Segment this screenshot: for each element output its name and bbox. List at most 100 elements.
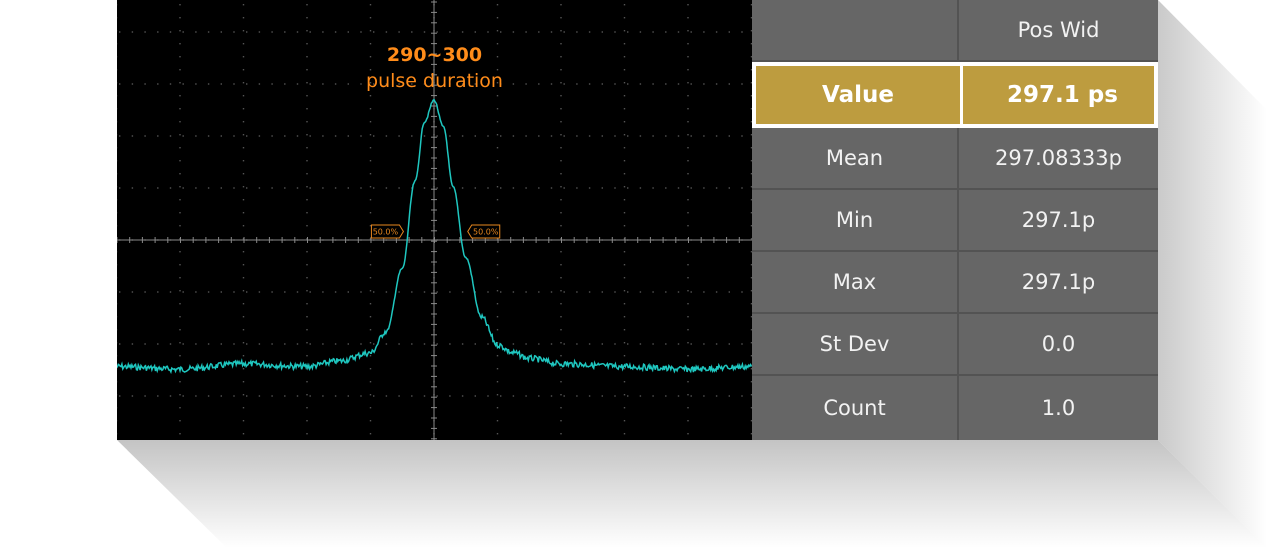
grid-dot bbox=[306, 433, 308, 435]
grid-dot bbox=[665, 83, 667, 85]
grid-dot bbox=[496, 43, 499, 45]
grid-dot bbox=[157, 343, 159, 345]
grid-dot bbox=[369, 108, 372, 110]
grid-dot bbox=[169, 291, 172, 293]
grid-dot bbox=[687, 69, 689, 71]
grid-dot bbox=[623, 212, 626, 214]
grid-dot bbox=[306, 355, 308, 357]
marker-box bbox=[370, 224, 405, 239]
grid-dot bbox=[284, 395, 286, 397]
grid-dot bbox=[322, 187, 324, 189]
grid-dot bbox=[411, 187, 413, 189]
grid-dot bbox=[576, 31, 578, 33]
table-row-max: Max 297.1p bbox=[752, 252, 1158, 314]
grid-dot bbox=[623, 303, 626, 305]
grid-dot bbox=[309, 135, 311, 137]
grid-dot bbox=[369, 368, 372, 370]
grid-dot bbox=[306, 69, 308, 71]
grid-dot bbox=[246, 135, 248, 137]
grid-dot bbox=[449, 187, 451, 189]
grid-dot bbox=[369, 225, 372, 227]
grid-dot bbox=[741, 395, 743, 397]
grid-dot bbox=[639, 395, 642, 397]
grid-dot bbox=[487, 291, 489, 293]
grid-dot bbox=[703, 291, 705, 293]
grid-dot bbox=[563, 291, 565, 293]
grid-dot bbox=[306, 108, 308, 110]
grid-dot bbox=[560, 160, 562, 162]
grid-dot bbox=[169, 343, 172, 345]
grid-dot bbox=[750, 95, 752, 97]
grid-dot bbox=[687, 355, 689, 357]
grid-dot bbox=[385, 83, 388, 85]
grid-dot bbox=[512, 83, 515, 85]
grid-dot bbox=[423, 187, 426, 189]
grid-dot bbox=[296, 31, 299, 33]
grid-dot bbox=[560, 329, 562, 331]
grid-dot bbox=[271, 83, 273, 85]
grid-dot bbox=[322, 31, 324, 33]
grid-dot bbox=[623, 69, 626, 71]
grid-dot bbox=[687, 290, 689, 292]
grid-dot bbox=[550, 395, 553, 397]
row-value: 0.0 bbox=[1041, 332, 1076, 356]
grid-dot bbox=[242, 290, 245, 292]
grid-dot bbox=[623, 251, 626, 253]
grid-dot bbox=[690, 31, 692, 33]
grid-dot bbox=[207, 31, 210, 33]
grid-dot bbox=[398, 187, 400, 189]
waveform-plot: 50.0% 50.0% bbox=[117, 0, 752, 440]
grid-dot bbox=[665, 187, 667, 189]
grid-dot bbox=[652, 31, 654, 33]
grid-dot bbox=[500, 135, 502, 137]
grid-dot bbox=[373, 343, 375, 345]
grid-dot bbox=[550, 187, 553, 189]
grid-dot bbox=[306, 56, 308, 58]
grid-dot bbox=[715, 83, 718, 85]
grid-dot bbox=[369, 290, 372, 292]
grid-dot bbox=[334, 83, 337, 85]
grid-dot bbox=[614, 395, 616, 397]
grid-dot bbox=[306, 225, 308, 227]
grid-dot bbox=[560, 290, 562, 292]
grid-dot bbox=[179, 82, 181, 84]
grid-dot bbox=[623, 381, 626, 383]
grid-dot bbox=[677, 135, 680, 137]
grid-dot bbox=[687, 82, 689, 84]
grid-dot bbox=[360, 187, 362, 189]
grid-dot bbox=[627, 135, 629, 137]
grid-dot bbox=[627, 291, 629, 293]
grid-dot bbox=[369, 433, 372, 435]
grid-dot bbox=[576, 83, 578, 85]
grid-dot bbox=[246, 343, 248, 345]
grid-dot bbox=[242, 381, 245, 383]
grid-dot bbox=[750, 264, 752, 266]
grid-dot bbox=[423, 343, 426, 345]
grid-dot bbox=[242, 342, 245, 344]
grid-dot bbox=[242, 30, 245, 32]
grid-dot bbox=[623, 329, 626, 331]
grid-dot bbox=[496, 95, 499, 97]
grid-dot bbox=[496, 121, 499, 123]
grid-dot bbox=[538, 291, 540, 293]
grid-dot bbox=[512, 187, 515, 189]
grid-dot bbox=[750, 277, 752, 279]
grid-dot bbox=[500, 395, 502, 397]
grid-dot bbox=[560, 355, 562, 357]
grid-dot bbox=[588, 135, 591, 137]
grid-dot bbox=[436, 31, 438, 33]
grid-dot bbox=[284, 135, 286, 137]
grid-dot bbox=[296, 83, 299, 85]
grid-dot bbox=[182, 83, 184, 85]
grid-dot bbox=[157, 31, 159, 33]
grid-dot bbox=[411, 291, 413, 293]
grid-dot bbox=[496, 134, 499, 136]
grid-dot bbox=[496, 147, 499, 149]
grid-dot bbox=[242, 95, 245, 97]
grid-dot bbox=[687, 277, 689, 279]
grid-dot bbox=[728, 187, 730, 189]
grid-dot bbox=[369, 329, 372, 331]
grid-dot bbox=[652, 83, 654, 85]
grid-dot bbox=[195, 395, 197, 397]
grid-dot bbox=[623, 134, 626, 136]
